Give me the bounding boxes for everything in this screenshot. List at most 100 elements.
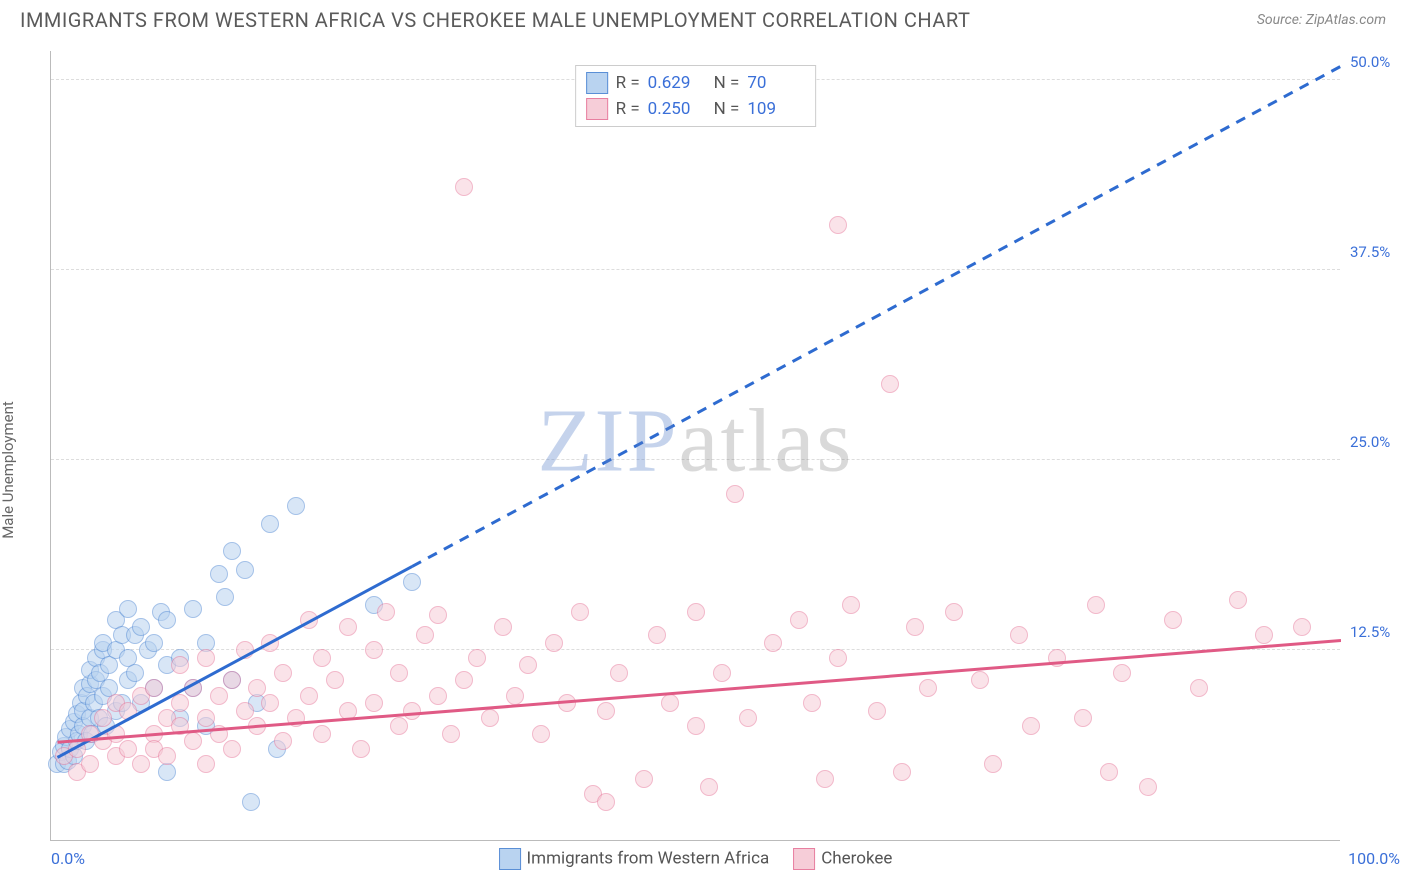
point-series-a <box>242 793 260 811</box>
point-series-b <box>790 611 808 629</box>
point-series-b <box>416 626 434 644</box>
point-series-b <box>1022 717 1040 735</box>
point-series-b <box>429 606 447 624</box>
point-series-b <box>365 641 383 659</box>
point-series-b <box>197 709 215 727</box>
point-series-b <box>248 679 266 697</box>
point-series-a <box>403 573 421 591</box>
point-series-b <box>326 671 344 689</box>
point-series-b <box>339 702 357 720</box>
series-legend-item: Cherokee <box>793 848 892 870</box>
x-tick-label: 0.0% <box>51 849 85 868</box>
point-series-a <box>261 515 279 533</box>
point-series-b <box>597 793 615 811</box>
legend-n-value: 109 <box>747 99 805 119</box>
point-series-a <box>216 588 234 606</box>
point-series-b <box>390 717 408 735</box>
point-series-b <box>506 687 524 705</box>
point-series-b <box>339 618 357 636</box>
point-series-b <box>223 671 241 689</box>
source-attribution: Source: ZipAtlas.com <box>1257 12 1386 28</box>
point-series-b <box>919 679 937 697</box>
point-series-b <box>210 687 228 705</box>
point-series-b <box>171 656 189 674</box>
point-series-b <box>1113 664 1131 682</box>
series-legend-label: Immigrants from Western Africa <box>527 848 770 868</box>
legend-n-label: N = <box>714 99 740 119</box>
point-series-b <box>687 603 705 621</box>
point-series-b <box>764 634 782 652</box>
legend-swatch <box>793 848 815 870</box>
chart-container: Male Unemployment ZIPatlas R =0.629N =70… <box>0 36 1406 886</box>
point-series-b <box>81 755 99 773</box>
point-series-b <box>842 596 860 614</box>
point-series-b <box>403 702 421 720</box>
point-series-b <box>635 770 653 788</box>
point-series-b <box>365 694 383 712</box>
y-tick-label: 12.5% <box>1350 623 1400 641</box>
point-series-b <box>455 178 473 196</box>
point-series-b <box>171 717 189 735</box>
point-series-b <box>68 740 86 758</box>
point-series-b <box>829 649 847 667</box>
legend-r-value: 0.250 <box>648 99 706 119</box>
point-series-b <box>597 702 615 720</box>
legend-n-value: 70 <box>747 73 805 93</box>
point-series-b <box>545 634 563 652</box>
point-series-b <box>300 611 318 629</box>
point-series-b <box>1139 778 1157 796</box>
point-series-a <box>132 618 150 636</box>
legend-swatch <box>499 848 521 870</box>
point-series-a <box>236 561 254 579</box>
point-series-b <box>610 664 628 682</box>
source-link[interactable]: ZipAtlas.com <box>1306 12 1386 28</box>
point-series-b <box>1190 679 1208 697</box>
point-series-b <box>455 671 473 689</box>
point-series-b <box>1010 626 1028 644</box>
point-series-b <box>210 725 228 743</box>
series-legend: Immigrants from Western Africa Cherokee <box>499 848 893 870</box>
gridline <box>51 459 1340 460</box>
point-series-b <box>571 603 589 621</box>
point-series-b <box>1048 649 1066 667</box>
point-series-b <box>739 709 757 727</box>
point-series-b <box>1100 763 1118 781</box>
point-series-b <box>906 618 924 636</box>
point-series-b <box>390 664 408 682</box>
point-series-b <box>1229 591 1247 609</box>
point-series-b <box>713 664 731 682</box>
y-tick-label: 25.0% <box>1350 433 1400 451</box>
point-series-b <box>803 694 821 712</box>
x-tick-label: 100.0% <box>1348 849 1400 868</box>
y-axis-label: Male Unemployment <box>0 401 17 539</box>
point-series-a <box>126 664 144 682</box>
point-series-b <box>1255 626 1273 644</box>
point-series-b <box>1164 611 1182 629</box>
y-tick-label: 50.0% <box>1350 53 1400 71</box>
chart-header: IMMIGRANTS FROM WESTERN AFRICA VS CHEROK… <box>0 0 1406 36</box>
point-series-b <box>197 755 215 773</box>
point-series-b <box>261 694 279 712</box>
watermark: ZIPatlas <box>538 389 854 492</box>
point-series-b <box>1087 596 1105 614</box>
point-series-a <box>145 634 163 652</box>
legend-r-label: R = <box>616 73 640 93</box>
point-series-b <box>145 679 163 697</box>
gridline <box>51 269 1340 270</box>
point-series-b <box>313 649 331 667</box>
point-series-b <box>816 770 834 788</box>
point-series-b <box>197 649 215 667</box>
point-series-b <box>287 709 305 727</box>
point-series-b <box>184 732 202 750</box>
y-tick-label: 37.5% <box>1350 243 1400 261</box>
point-series-b <box>132 755 150 773</box>
point-series-a <box>158 611 176 629</box>
point-series-b <box>881 375 899 393</box>
legend-row: R =0.629N =70 <box>586 70 806 96</box>
point-series-a <box>287 497 305 515</box>
point-series-b <box>261 634 279 652</box>
point-series-b <box>868 702 886 720</box>
point-series-b <box>1074 709 1092 727</box>
point-series-b <box>107 725 125 743</box>
series-legend-label: Cherokee <box>821 848 892 868</box>
